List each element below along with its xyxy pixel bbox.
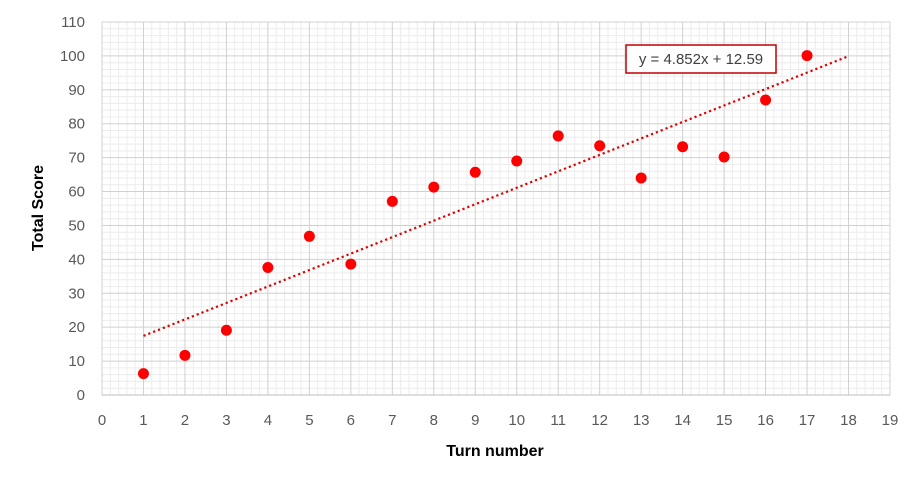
data-point	[137, 368, 149, 380]
x-tick-label: 6	[347, 412, 355, 429]
y-tick-label: 70	[68, 150, 85, 167]
data-point	[677, 141, 689, 153]
x-tick-label: 0	[98, 412, 106, 429]
trendline	[143, 55, 849, 337]
x-tick-label: 18	[840, 412, 857, 429]
data-point	[428, 181, 440, 193]
y-tick-label: 40	[68, 251, 85, 268]
x-tick-label: 14	[674, 412, 691, 429]
trendline-group	[143, 55, 849, 337]
data-point	[552, 130, 564, 142]
x-tick-label: 4	[264, 412, 272, 429]
y-tick-label: 30	[68, 285, 85, 302]
data-point	[801, 50, 813, 62]
y-tick-label: 60	[68, 184, 85, 201]
x-tick-labels: 0 1 2 3 4 5 6 7 8 9 10 11 12 13 14 15 16 17 18 19	[98, 412, 899, 429]
data-point	[635, 172, 647, 184]
data-point	[469, 166, 481, 178]
x-axis-title: Turn number	[446, 443, 543, 460]
y-tick-label: 110	[61, 14, 85, 31]
data-point	[345, 258, 357, 270]
trendline-equation-label: y = 4.852x + 12.59	[639, 51, 763, 68]
x-tick-label: 16	[757, 412, 774, 429]
major-gridlines	[101, 21, 891, 396]
y-tick-label: 50	[68, 217, 85, 234]
data-points	[137, 50, 813, 380]
y-tick-label: 0	[77, 387, 85, 404]
data-point	[594, 140, 606, 152]
x-tick-label: 19	[882, 412, 899, 429]
data-point	[262, 262, 274, 274]
y-axis-title: Total Score	[30, 165, 47, 251]
data-point	[760, 94, 772, 106]
data-point	[303, 230, 315, 242]
x-tick-label: 5	[305, 412, 313, 429]
y-tick-label: 10	[68, 353, 85, 370]
y-tick-labels: 0 10 20 30 40 50 60 70 80 90 100 110	[60, 14, 85, 404]
y-tick-label: 90	[68, 82, 85, 99]
x-tick-label: 9	[471, 412, 479, 429]
data-point	[220, 324, 232, 336]
data-point	[511, 155, 523, 167]
data-point	[179, 349, 191, 361]
x-tick-label: 17	[799, 412, 816, 429]
x-tick-label: 3	[222, 412, 230, 429]
y-tick-label: 20	[68, 319, 85, 336]
x-tick-label: 15	[716, 412, 733, 429]
y-tick-label: 100	[60, 48, 85, 65]
minor-gridlines	[102, 22, 890, 395]
data-point	[386, 195, 398, 207]
x-tick-label: 8	[430, 412, 438, 429]
x-tick-label: 13	[633, 412, 650, 429]
y-tick-label: 80	[68, 116, 85, 133]
data-point	[718, 151, 730, 163]
x-tick-label: 1	[139, 412, 147, 429]
trendline-equation-box: y = 4.852x + 12.59	[625, 44, 777, 74]
x-tick-label: 2	[181, 412, 189, 429]
equation-box-border	[625, 44, 777, 74]
x-tick-label: 10	[508, 412, 525, 429]
x-tick-label: 7	[388, 412, 396, 429]
x-tick-label: 11	[550, 412, 566, 429]
x-tick-label: 12	[591, 412, 608, 429]
